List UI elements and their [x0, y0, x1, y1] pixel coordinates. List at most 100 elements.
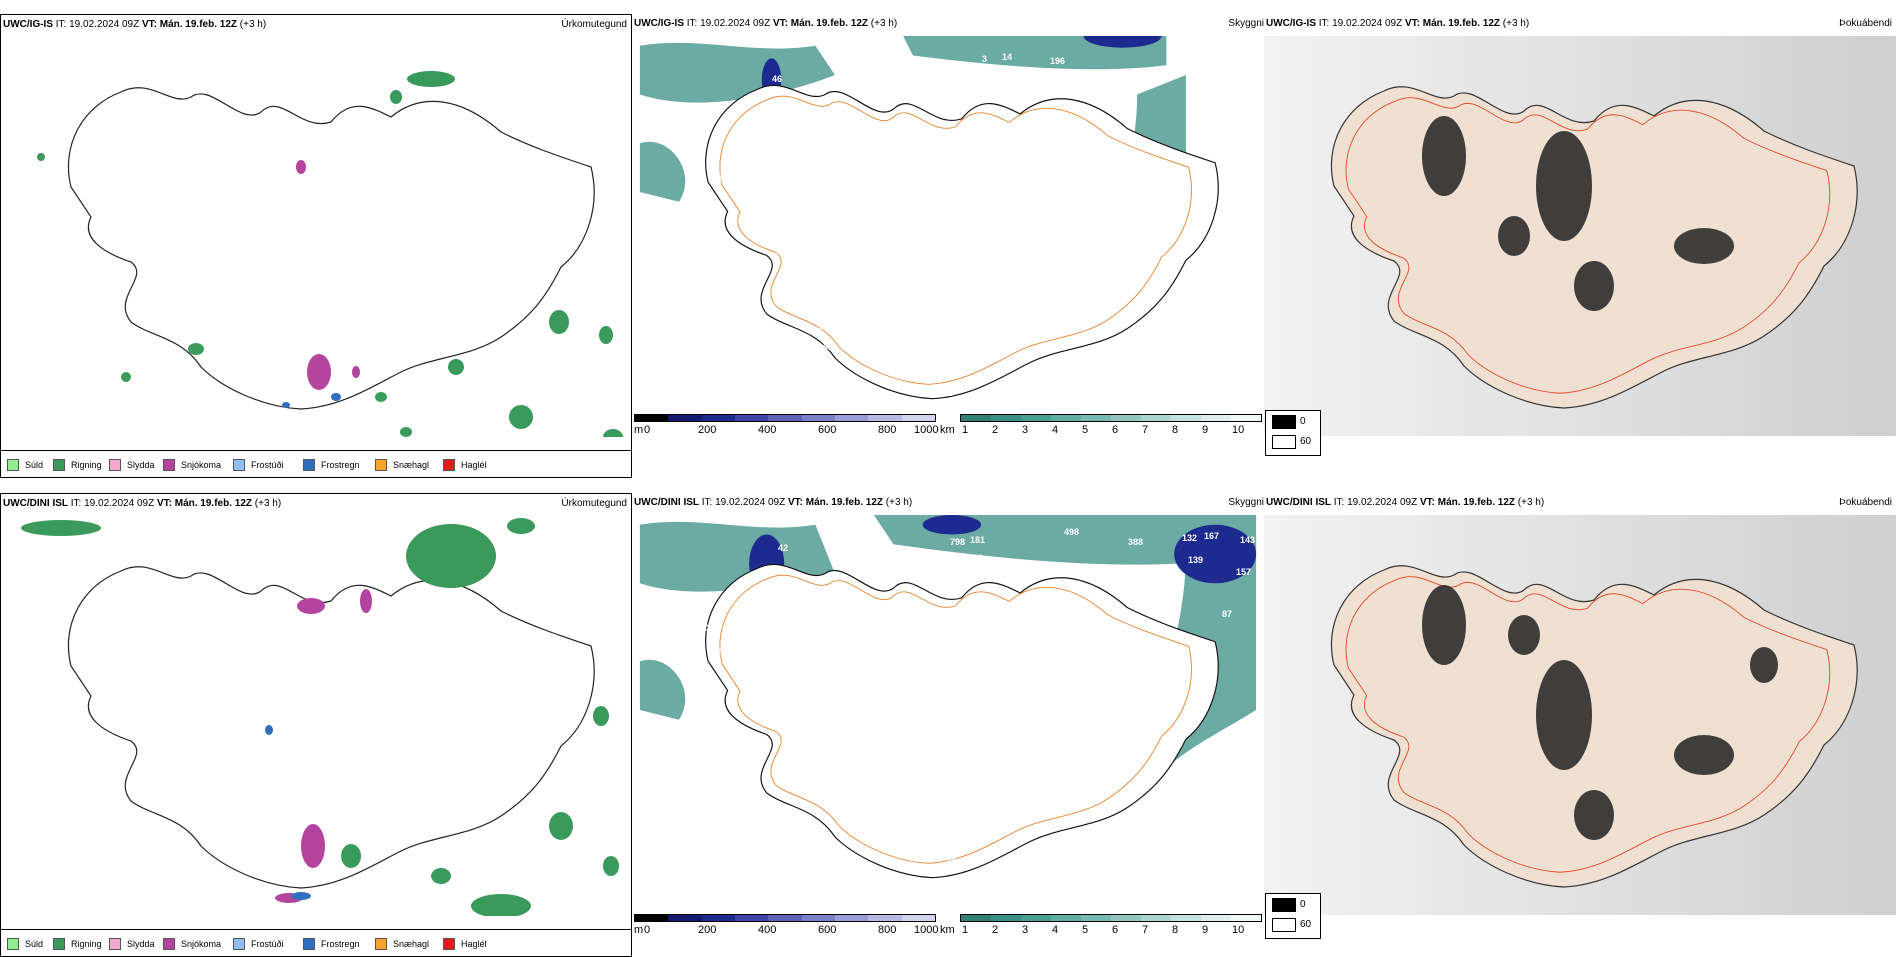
visibility-scale: km 1 2 3 4 5 6 7 8 9 10: [940, 414, 1264, 440]
svg-text:181: 181: [970, 535, 985, 545]
svg-text:76: 76: [894, 276, 904, 286]
precip-type-panel-1: UWC/IG-IS IT: 19.02.2024 09Z VT: Mán. 19…: [0, 14, 632, 478]
svg-text:102: 102: [1132, 268, 1147, 278]
svg-text:50: 50: [704, 254, 714, 264]
height-scale: m 0 200 400 600 800 1000: [632, 914, 942, 940]
legend-swatch: [233, 938, 245, 950]
svg-text:79: 79: [772, 587, 782, 597]
svg-text:42: 42: [778, 543, 788, 553]
cloud-map: [639, 36, 1264, 426]
cloud-labels: 46 73 74 99 65 47 180 101 50 76 107 114 …: [704, 46, 1242, 408]
svg-text:114: 114: [932, 280, 947, 290]
height-colorbar: [634, 414, 936, 422]
precip-map: [21, 518, 619, 916]
cloud-labels: 42 63 79 288 308 362 798 181 620 498 388…: [706, 527, 1255, 913]
legend-swatch: [163, 459, 175, 471]
fog-map: [1264, 36, 1896, 436]
panel-header: UWC/IG-IS IT: 19.02.2024 09Z VT: Mán. 19…: [1266, 18, 1530, 29]
svg-text:14: 14: [1002, 52, 1012, 62]
legend-swatch: [375, 459, 387, 471]
panel-header: UWC/DINI ISL IT: 19.02.2024 09Z VT: Mán.…: [3, 498, 282, 509]
svg-text:110: 110: [942, 881, 957, 891]
svg-text:66: 66: [892, 747, 902, 757]
visibility-scale: km 1 2 3 4 5 6 7 8 9 10: [940, 914, 1264, 940]
svg-text:59: 59: [944, 388, 954, 398]
svg-text:620: 620: [968, 553, 983, 563]
legend-swatch: [7, 459, 19, 471]
legend-swatch: [303, 938, 315, 950]
fog-index-panel-2: UWC/DINI ISL IT: 19.02.2024 09Z VT: Mán.…: [1264, 493, 1896, 957]
svg-text:167: 167: [1204, 531, 1219, 541]
svg-text:96: 96: [1232, 46, 1242, 56]
panel-header: UWC/DINI ISL IT: 19.02.2024 09Z VT: Mán.…: [634, 497, 913, 508]
svg-text:47: 47: [782, 154, 792, 164]
precip-type-panel-2: UWC/DINI ISL IT: 19.02.2024 09Z VT: Mán.…: [0, 493, 632, 957]
svg-text:180: 180: [802, 198, 817, 208]
legend-swatch: [303, 459, 315, 471]
fog-map: [1264, 515, 1896, 915]
svg-text:288: 288: [706, 623, 721, 633]
svg-text:207: 207: [914, 797, 929, 807]
svg-text:196: 196: [1050, 56, 1065, 66]
svg-text:139: 139: [1188, 555, 1203, 565]
cloud-visibility-panel-1: UWC/IG-IS IT: 19.02.2024 09Z VT: Mán. 19…: [632, 14, 1264, 478]
height-colorbar: [634, 914, 936, 922]
fog-key: 0 60: [1265, 893, 1321, 939]
legend-swatch: [375, 938, 387, 950]
svg-text:107: 107: [944, 268, 959, 278]
svg-text:49: 49: [914, 398, 924, 408]
legend-swatch: [163, 938, 175, 950]
panel-title: Þokuábendi: [1839, 18, 1892, 29]
panel-title: Úrkomutegund: [561, 498, 627, 509]
precip-map: [37, 71, 623, 437]
legend-swatch: [109, 938, 121, 950]
panel-title: Skyggni: [1228, 497, 1264, 508]
svg-text:77: 77: [946, 857, 956, 867]
svg-text:143: 143: [1240, 535, 1255, 545]
svg-text:388: 388: [1128, 537, 1143, 547]
svg-text:157: 157: [1236, 567, 1251, 577]
svg-text:782: 782: [954, 68, 969, 78]
legend-swatch: [109, 459, 121, 471]
svg-text:65: 65: [950, 903, 960, 913]
svg-text:150: 150: [940, 749, 955, 759]
svg-text:304: 304: [918, 310, 933, 320]
svg-text:169: 169: [978, 707, 993, 717]
fog-index-panel-1: UWC/IG-IS IT: 19.02.2024 09Z VT: Mán. 19…: [1264, 14, 1896, 478]
legend-swatch: [233, 459, 245, 471]
fog-key: 0 60: [1265, 410, 1321, 456]
svg-text:225: 225: [934, 841, 949, 851]
visibility-colorbar: [960, 414, 1262, 422]
precip-legend: Súld Rigning Slydda Snjókoma Frostúði Fr…: [1, 929, 631, 956]
cloud-map: [639, 515, 1257, 905]
panel-title: Úrkomutegund: [561, 19, 627, 30]
svg-text:110: 110: [1072, 298, 1087, 308]
svg-text:74: 74: [802, 126, 812, 136]
svg-text:99: 99: [732, 156, 742, 166]
svg-text:87: 87: [1222, 609, 1232, 619]
visibility-colorbar: [960, 914, 1262, 922]
svg-text:126: 126: [808, 326, 823, 336]
precip-legend: Súld Rigning Slydda Snjókoma Frostúði Fr…: [1, 450, 631, 477]
svg-text:345: 345: [936, 793, 951, 803]
svg-text:69: 69: [914, 879, 924, 889]
legend-swatch: [443, 938, 455, 950]
legend-swatch: [53, 938, 65, 950]
svg-text:63: 63: [762, 569, 772, 579]
svg-text:101: 101: [772, 214, 787, 224]
panel-header: UWC/IG-IS IT: 19.02.2024 09Z VT: Mán. 19…: [3, 19, 267, 30]
cloud-visibility-panel-2: UWC/DINI ISL IT: 19.02.2024 09Z VT: Mán.…: [632, 493, 1264, 957]
svg-text:132: 132: [1182, 533, 1197, 543]
svg-text:65: 65: [714, 174, 724, 184]
svg-text:283: 283: [870, 607, 885, 617]
svg-text:361: 361: [818, 342, 833, 352]
panel-header: UWC/IG-IS IT: 19.02.2024 09Z VT: Mán. 19…: [634, 18, 898, 29]
svg-text:207: 207: [980, 226, 995, 236]
svg-text:97: 97: [1224, 146, 1234, 156]
legend-swatch: [53, 459, 65, 471]
svg-text:498: 498: [1064, 527, 1079, 537]
svg-text:308: 308: [718, 647, 733, 657]
height-scale: m 0 200 400 600 800 1000: [632, 414, 942, 440]
svg-text:129: 129: [926, 767, 941, 777]
svg-text:798: 798: [950, 537, 965, 547]
